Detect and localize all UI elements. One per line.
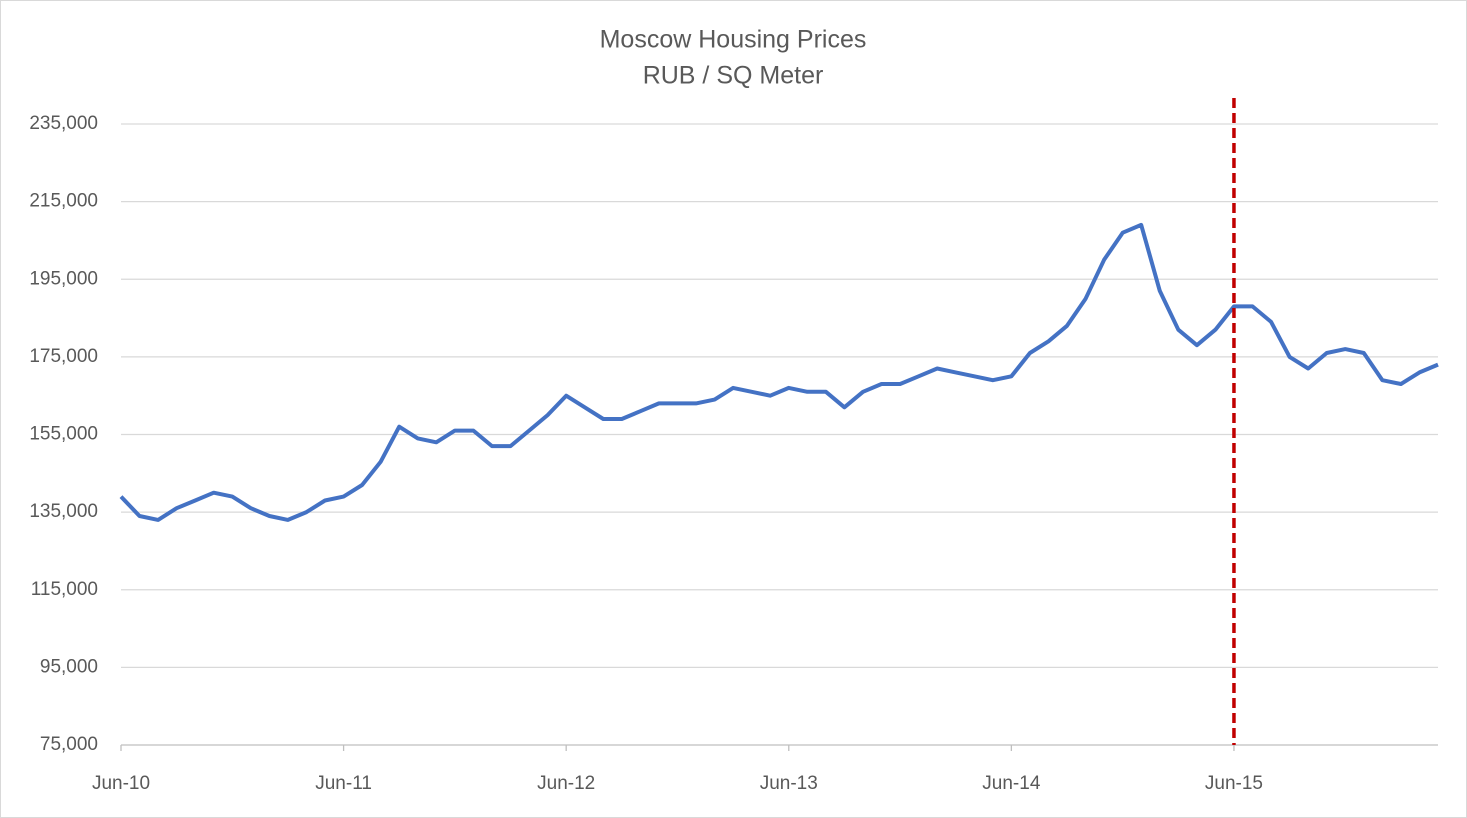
y-tick-label: 215,000 — [29, 191, 98, 212]
chart-subtitle: RUB / SQ Meter — [643, 62, 824, 90]
y-tick-label: 155,000 — [29, 424, 98, 445]
y-tick-label: 95,000 — [40, 656, 98, 677]
line-series — [119, 222, 1439, 522]
chart-title: Moscow Housing Prices — [600, 26, 867, 54]
x-tick-label: Jun-10 — [92, 773, 150, 794]
x-tick-label: Jun-14 — [982, 773, 1041, 794]
y-tick-label: 75,000 — [40, 734, 98, 755]
x-tick-label: Jun-11 — [315, 773, 372, 794]
y-tick-label: 195,000 — [29, 268, 98, 289]
x-tick-label: Jun-15 — [1205, 773, 1263, 794]
y-tick-label: 175,000 — [29, 346, 98, 367]
y-tick-label: 115,000 — [31, 579, 98, 600]
x-tick-label: Jun-13 — [760, 773, 818, 794]
x-tick-label: Jun-12 — [537, 773, 595, 794]
y-tick-label: 135,000 — [29, 501, 98, 522]
y-tick-label: 235,000 — [29, 113, 98, 134]
